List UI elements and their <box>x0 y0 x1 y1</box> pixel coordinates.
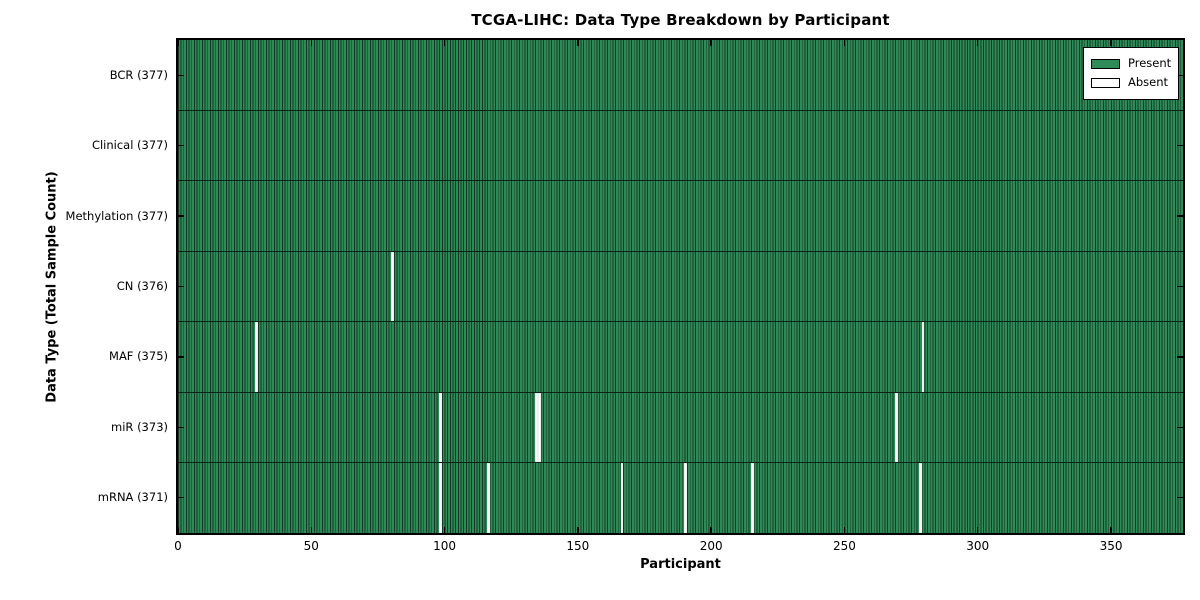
y-tick-mark <box>178 215 184 217</box>
x-tick-mark <box>843 527 846 533</box>
x-tick-label: 350 <box>1099 539 1123 553</box>
absent-gap <box>921 322 925 392</box>
y-tick-mark <box>1177 426 1183 429</box>
legend-absent-label: Absent <box>1128 74 1169 89</box>
row-Clinical <box>178 109 1183 181</box>
x-axis-label: Participant <box>640 557 721 572</box>
absent-gap <box>537 392 541 463</box>
x-tick-mark <box>310 527 312 533</box>
y-tick-mark <box>1177 356 1183 358</box>
legend: Present Absent <box>1083 47 1179 100</box>
row-BCR <box>178 40 1183 110</box>
x-tick-label: 0 <box>174 539 182 553</box>
y-tick-label: BCR (377) <box>109 67 168 82</box>
y-tick-label: miR (373) <box>111 419 168 434</box>
x-tick-mark <box>443 527 446 533</box>
y-tick-mark <box>1177 144 1183 147</box>
row-CN <box>178 250 1183 322</box>
absent-gap <box>751 463 754 534</box>
x-tick-mark <box>177 527 179 533</box>
absent-swatch-icon <box>1091 77 1120 88</box>
x-tick-label: 300 <box>966 539 990 553</box>
x-tick-mark <box>310 40 312 46</box>
y-tick-mark <box>178 497 184 499</box>
x-tick-label: 50 <box>303 539 319 553</box>
absent-gap <box>620 463 624 534</box>
x-tick-mark <box>177 40 179 46</box>
absent-gap <box>919 463 922 534</box>
x-tick-mark <box>843 40 846 46</box>
absent-gap <box>535 392 538 463</box>
legend-present-label: Present <box>1128 55 1172 70</box>
x-tick-label: 100 <box>433 539 457 553</box>
x-tick-mark <box>577 40 579 46</box>
absent-gap <box>255 322 258 392</box>
x-tick-mark <box>977 527 979 533</box>
y-tick-label: MAF (375) <box>109 349 168 364</box>
x-tick-label: 250 <box>832 539 856 553</box>
absent-gap <box>684 463 688 534</box>
y-tick-mark <box>178 285 184 288</box>
y-tick-mark <box>178 74 184 76</box>
row-Methylation <box>178 180 1183 251</box>
y-tick-label: mRNA (371) <box>97 490 168 505</box>
y-tick-mark <box>178 356 184 358</box>
y-tick-label: Clinical (377) <box>91 138 168 153</box>
chart-title: TCGA-LIHC: Data Type Breakdown by Partic… <box>471 11 890 29</box>
x-tick-mark <box>710 40 712 46</box>
x-tick-mark <box>977 40 979 46</box>
y-tick-mark <box>178 426 184 429</box>
y-tick-mark <box>178 144 184 147</box>
absent-gap <box>895 392 898 463</box>
x-tick-label: 200 <box>699 539 723 553</box>
x-tick-mark <box>577 527 579 533</box>
x-tick-mark <box>1110 527 1112 533</box>
row-MAF <box>178 321 1183 392</box>
absent-gap <box>439 392 442 463</box>
x-tick-mark <box>443 40 446 46</box>
absent-gap <box>439 463 442 534</box>
y-tick-label: Methylation (377) <box>65 208 168 223</box>
absent-gap <box>487 463 490 534</box>
y-tick-mark <box>1177 74 1183 76</box>
x-tick-mark <box>1110 40 1112 46</box>
present-swatch-icon <box>1091 58 1120 69</box>
x-tick-label: 150 <box>566 539 590 553</box>
legend-entry-absent: Absent <box>1091 74 1171 91</box>
y-tick-mark <box>1177 285 1183 288</box>
legend-entry-present: Present <box>1091 55 1171 72</box>
plot-area <box>177 40 1183 534</box>
row-miR <box>178 391 1183 463</box>
row-mRNA <box>178 462 1183 534</box>
y-tick-mark <box>1177 215 1183 217</box>
y-tick-mark <box>1177 497 1183 499</box>
y-tick-label: CN (376) <box>116 279 168 293</box>
x-tick-mark <box>710 527 712 533</box>
absent-gap <box>391 251 394 322</box>
